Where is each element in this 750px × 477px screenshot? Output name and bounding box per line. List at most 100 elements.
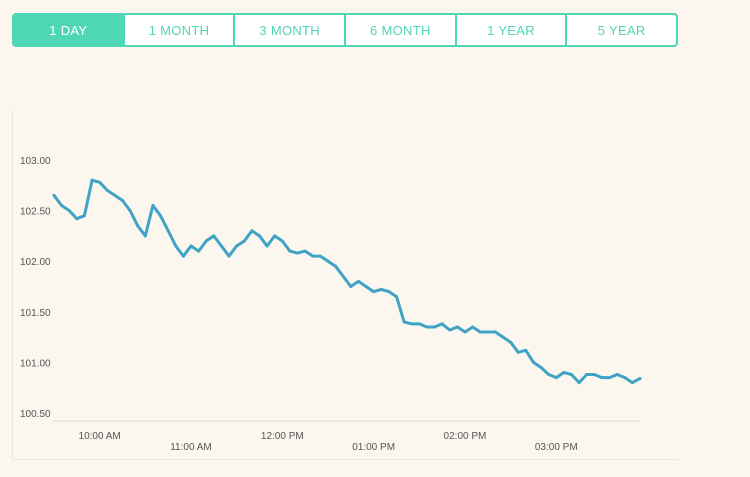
price-data-point <box>486 330 490 334</box>
price-data-point <box>326 259 330 263</box>
price-data-point <box>440 322 444 326</box>
price-data-point <box>425 325 429 329</box>
price-data-point <box>516 350 520 354</box>
price-data-point <box>372 290 376 294</box>
price-data-point <box>128 209 132 213</box>
price-data-point <box>181 254 185 258</box>
price-data-point <box>311 254 315 258</box>
chart-frame <box>12 110 678 460</box>
price-data-point <box>630 381 634 385</box>
price-data-point <box>174 244 178 248</box>
price-data-point <box>562 371 566 374</box>
price-data-point <box>90 178 94 182</box>
x-tick-label: 03:00 PM <box>535 442 578 453</box>
price-data-point <box>577 381 581 385</box>
price-data-point <box>219 244 223 248</box>
price-data-point <box>166 229 170 233</box>
y-tick-label: 103.00 <box>20 156 51 167</box>
price-data-point <box>242 239 246 243</box>
price-data-point <box>623 376 627 380</box>
price-data-point <box>410 322 414 326</box>
price-data-point <box>197 249 201 253</box>
price-data-point <box>356 279 360 283</box>
price-data-point <box>364 285 368 288</box>
price-data-point <box>547 373 551 376</box>
price-data-point <box>341 274 345 278</box>
price-data-point <box>509 340 513 344</box>
y-tick-label: 101.50 <box>20 308 51 319</box>
price-data-point <box>296 251 299 255</box>
price-data-point <box>478 330 482 334</box>
y-tick-label: 101.00 <box>20 358 51 369</box>
price-data-point <box>212 234 216 238</box>
price-data-point <box>554 376 558 380</box>
price-data-point <box>585 373 589 376</box>
price-data-point <box>60 204 64 207</box>
price-data-point <box>235 244 239 248</box>
price-data-point <box>250 229 254 233</box>
price-data-point <box>608 376 612 380</box>
price-data-point <box>273 234 277 238</box>
tab-1-month[interactable]: 1 MONTH <box>125 15 236 45</box>
tab-1-year[interactable]: 1 YEAR <box>457 15 568 45</box>
tab-1-day[interactable]: 1 DAY <box>14 15 125 45</box>
price-data-point <box>417 322 421 326</box>
price-data-point <box>532 360 535 364</box>
price-data-point <box>265 244 269 248</box>
x-tick-label: 02:00 PM <box>444 431 487 442</box>
price-data-point <box>189 244 193 248</box>
tab-3-month[interactable]: 3 MONTH <box>235 15 347 45</box>
price-data-point <box>136 224 140 228</box>
price-data-point <box>98 180 102 184</box>
price-data-point <box>448 328 452 332</box>
price-data-point <box>433 325 436 329</box>
y-tick-label: 102.00 <box>20 257 51 268</box>
x-tick-label: 12:00 PM <box>261 431 304 442</box>
x-tick-label: 01:00 PM <box>352 442 395 453</box>
price-data-point <box>121 199 124 202</box>
price-data-point <box>280 239 284 243</box>
price-data-point <box>524 348 528 352</box>
price-data-point <box>402 320 406 324</box>
y-tick-label: 100.50 <box>20 409 51 420</box>
price-data-point <box>349 285 353 288</box>
tab-6-month[interactable]: 6 MONTH <box>346 15 457 45</box>
price-data-point <box>204 239 208 243</box>
price-data-point <box>600 376 604 380</box>
x-tick-label: 10:00 AM <box>79 431 121 442</box>
price-data-point <box>105 188 109 192</box>
price-data-point <box>387 290 391 294</box>
price-data-point <box>334 264 338 268</box>
price-data-point <box>151 204 155 207</box>
price-data-point <box>501 335 505 339</box>
price-data-point <box>463 330 467 334</box>
price-data-point <box>471 325 475 329</box>
price-data-point <box>303 249 307 253</box>
price-data-point <box>395 295 398 299</box>
price-data-point <box>493 330 497 334</box>
price-data-point <box>159 214 162 218</box>
range-tab-bar: 1 DAY 1 MONTH 3 MONTH 6 MONTH 1 YEAR 5 Y… <box>12 13 678 47</box>
price-series-line <box>52 178 642 385</box>
price-data-point <box>258 234 261 238</box>
price-data-point <box>379 288 383 291</box>
price-data-point <box>638 377 642 381</box>
tab-5-year[interactable]: 5 YEAR <box>597 22 646 38</box>
price-data-point <box>539 366 543 369</box>
price-data-point <box>67 209 71 213</box>
price-data-point <box>113 193 117 197</box>
price-data-point <box>592 373 596 376</box>
y-tick-label: 102.50 <box>20 207 51 218</box>
price-data-point <box>455 325 459 329</box>
price-data-point <box>318 254 322 258</box>
price-data-point <box>143 234 147 238</box>
price-data-point <box>570 373 573 376</box>
price-data-point <box>288 249 292 253</box>
price-data-point <box>75 217 79 221</box>
price-data-point <box>227 254 231 258</box>
x-tick-label: 11:00 AM <box>170 442 212 453</box>
price-data-point <box>82 214 86 218</box>
price-data-point <box>615 373 619 376</box>
price-data-point <box>52 193 56 197</box>
